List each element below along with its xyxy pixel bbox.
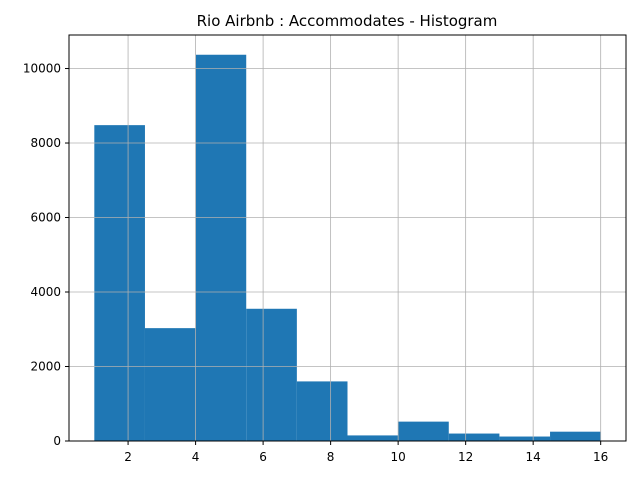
x-tick-label: 4 [192,450,200,464]
y-tick-label: 10000 [23,62,61,76]
x-tick-label: 12 [458,450,473,464]
histogram-bar-1 [94,125,145,441]
axes-layer: 2 4 6 8 10 12 14 16 0 2000 4000 6000 8000 10000 [23,34,627,464]
y-tick-label: 0 [53,434,61,448]
x-tick-label: 2 [124,450,132,464]
histogram-bar-2 [144,328,196,441]
histogram-bar-4 [246,308,297,441]
plot-frame [68,34,627,442]
bars-layer [94,54,601,442]
x-tick-label: 10 [390,450,405,464]
x-tick-label: 6 [259,450,267,464]
histogram-bar-9 [499,436,551,441]
chart-title: Rio Airbnb : Accommodates - Histogram [197,12,498,30]
histogram-bar-5 [296,381,348,441]
histogram-bar-10 [550,431,601,441]
x-tick-label: 14 [526,450,541,464]
x-tick-label: 8 [327,450,335,464]
y-tick-label: 6000 [30,211,61,225]
histogram-bar-8 [448,433,500,441]
y-tick-label: 4000 [30,285,61,299]
histogram-bar-6 [347,435,399,441]
y-tick-label: 8000 [30,136,61,150]
histogram-bar-3 [195,54,247,442]
histogram-bar-7 [398,421,449,441]
y-tick-label: 2000 [30,360,61,374]
x-tick-label: 16 [593,450,608,464]
